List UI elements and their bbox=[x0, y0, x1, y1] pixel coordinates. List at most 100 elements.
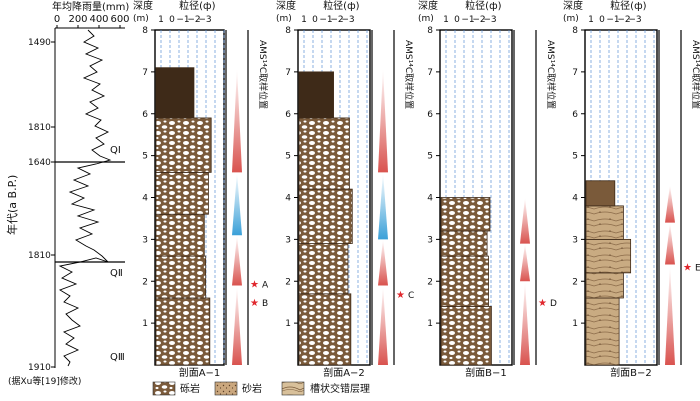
trend-arrow bbox=[520, 281, 530, 365]
depth-tick-label: 2 bbox=[572, 277, 578, 287]
trend-arrow bbox=[232, 172, 242, 236]
depth-tick-label: 5 bbox=[427, 152, 433, 162]
grain-tick: −2 bbox=[617, 15, 630, 25]
grain-tick: 1 bbox=[588, 15, 594, 25]
depth-tick-label: 3 bbox=[285, 235, 291, 245]
depth-tick-label: 6 bbox=[572, 110, 578, 120]
depth-tick-label: 4 bbox=[427, 194, 433, 204]
depth-tick-label: 4 bbox=[142, 194, 148, 204]
grain-size-label: 粒径(ф) bbox=[179, 0, 215, 12]
year-tick-1640: 1640 bbox=[28, 158, 51, 168]
sediment-bed bbox=[155, 171, 209, 215]
depth-tick-label: 7 bbox=[427, 68, 433, 78]
sediment-bed bbox=[585, 180, 616, 207]
year-tick-1910: 1910 bbox=[28, 363, 51, 373]
depth-unit-label: (m) bbox=[418, 14, 434, 24]
grain-tick: 0 bbox=[312, 15, 318, 25]
rainfall-panel: 年均降雨量(mm) 0 200 400 600 1490 1810 1640 1… bbox=[5, 0, 130, 387]
ams-sampling-label: AMS¹⁴C取样位置 bbox=[403, 40, 415, 109]
rain-tick-600: 600 bbox=[110, 14, 129, 25]
rainfall-ylabel: 年代(a B.P.) bbox=[5, 175, 19, 235]
trend-arrows bbox=[520, 197, 530, 365]
grain-tick: 1 bbox=[443, 15, 449, 25]
trend-arrow bbox=[665, 264, 675, 365]
depth-unit-label: (m) bbox=[563, 14, 579, 24]
stage-label-q2: QⅡ bbox=[110, 268, 123, 279]
trend-arrow bbox=[378, 67, 388, 173]
rainfall-title: 年均降雨量(mm) bbox=[52, 0, 129, 13]
sediment-bed bbox=[440, 197, 491, 232]
trend-arrow bbox=[520, 243, 530, 282]
rain-tick-400: 400 bbox=[89, 14, 108, 25]
depth-tick-label: 4 bbox=[285, 194, 291, 204]
year-tick-1810a: 1810 bbox=[28, 123, 51, 133]
depth-tick-label: 8 bbox=[572, 26, 578, 36]
grain-tick: 1 bbox=[158, 15, 164, 25]
grain-tick: −1 bbox=[606, 15, 619, 25]
sediment-bed bbox=[298, 243, 349, 295]
trend-arrows bbox=[665, 184, 675, 365]
depth-tick-label: 3 bbox=[142, 235, 148, 245]
sediment-bed bbox=[155, 297, 211, 366]
depth-tick-label: 5 bbox=[572, 152, 578, 162]
depth-tick-label: 6 bbox=[427, 110, 433, 120]
year-tick-1810b: 1810 bbox=[28, 251, 51, 261]
sample-label: B bbox=[262, 299, 268, 309]
depth-label: 深度 bbox=[276, 0, 296, 12]
source-note: (据Xu等[19]修改) bbox=[8, 375, 81, 387]
depth-tick-label: 1 bbox=[572, 319, 578, 329]
depth-tick-label: 7 bbox=[142, 68, 148, 78]
legend-conglomerate-label: 砾岩 bbox=[180, 382, 200, 395]
sediment-column bbox=[298, 71, 353, 366]
trend-arrow bbox=[665, 222, 675, 265]
sediment-bed bbox=[585, 272, 624, 299]
depth-tick-label: 2 bbox=[142, 277, 148, 287]
ams-sampling-label: AMS¹⁴C取样位置 bbox=[257, 40, 269, 109]
grain-tick: −3 bbox=[341, 15, 354, 25]
section-name: 剖面B−1 bbox=[465, 366, 507, 379]
depth-unit-label: (m) bbox=[133, 14, 149, 24]
rainfall-series bbox=[58, 29, 112, 367]
depth-tick-label: 2 bbox=[285, 277, 291, 287]
depth-tick-label: 8 bbox=[427, 26, 433, 36]
grain-tick: −3 bbox=[198, 15, 211, 25]
sample-label: D bbox=[550, 299, 557, 309]
section-name: 剖面B−2 bbox=[610, 366, 652, 379]
sediment-bed bbox=[585, 297, 620, 366]
year-tick-1490: 1490 bbox=[28, 38, 51, 48]
grain-tick: −3 bbox=[483, 15, 496, 25]
section-name: 剖面A−1 bbox=[179, 366, 221, 379]
legend-sandstone-label: 砂岩 bbox=[242, 382, 262, 395]
sediment-bed bbox=[155, 67, 195, 119]
ams-sampling-label: AMS¹⁴C取样位置 bbox=[690, 40, 700, 109]
grain-tick: −3 bbox=[628, 15, 641, 25]
depth-tick-label: 8 bbox=[285, 26, 291, 36]
depth-tick-label: 5 bbox=[285, 152, 291, 162]
grain-tick: −2 bbox=[187, 15, 200, 25]
grain-tick: 0 bbox=[454, 15, 460, 25]
sample-star-icon: ★ bbox=[396, 290, 405, 301]
sediment-bed bbox=[440, 230, 488, 257]
depth-tick-label: 1 bbox=[427, 319, 433, 329]
grain-size-label: 粒径(ф) bbox=[610, 0, 646, 12]
sample-star-icon: ★ bbox=[683, 263, 692, 274]
depth-tick-label: 3 bbox=[427, 235, 433, 245]
rainfall-axis-ticks: 0 200 400 600 bbox=[54, 14, 130, 25]
sediment-bed bbox=[298, 293, 352, 366]
grain-size-label: 粒径(ф) bbox=[465, 0, 501, 12]
depth-tick-label: 7 bbox=[572, 68, 578, 78]
sediment-bed bbox=[155, 213, 205, 257]
depth-tick-label: 6 bbox=[142, 110, 148, 120]
depth-label: 深度 bbox=[418, 0, 438, 12]
sediment-bed bbox=[298, 71, 334, 119]
sample-star-icon: ★ bbox=[538, 298, 547, 309]
sediment-bed bbox=[298, 188, 353, 244]
grain-size-label: 粒径(ф) bbox=[323, 0, 359, 12]
depth-tick-label: 6 bbox=[285, 110, 291, 120]
trend-arrow bbox=[378, 239, 388, 286]
